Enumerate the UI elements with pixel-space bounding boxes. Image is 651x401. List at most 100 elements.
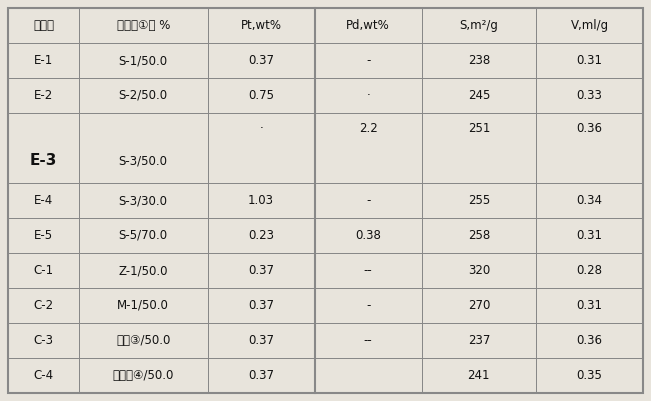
Bar <box>208 358 314 393</box>
Bar <box>8 218 79 253</box>
Text: 241: 241 <box>467 369 490 382</box>
Text: 0.36: 0.36 <box>577 334 602 347</box>
Text: E-5: E-5 <box>34 229 53 242</box>
Text: E-4: E-4 <box>34 194 53 207</box>
Text: 0.35: 0.35 <box>577 369 602 382</box>
Text: C-3: C-3 <box>33 334 53 347</box>
Bar <box>314 78 422 113</box>
Text: 厄化剂: 厄化剂 <box>33 19 54 32</box>
Text: 237: 237 <box>467 334 490 347</box>
Bar <box>8 323 79 358</box>
Bar <box>8 113 79 183</box>
Text: ·: · <box>367 89 370 102</box>
Text: 0.37: 0.37 <box>248 299 274 312</box>
Text: E-3: E-3 <box>30 153 57 168</box>
Bar <box>422 43 536 78</box>
Bar <box>314 183 422 218</box>
Text: 分子筛①， %: 分子筛①， % <box>117 19 170 32</box>
Bar <box>8 43 79 78</box>
Bar <box>314 43 422 78</box>
Bar <box>422 8 536 43</box>
Bar <box>422 358 536 393</box>
Bar <box>208 113 314 183</box>
Bar <box>536 43 643 78</box>
Text: 0.37: 0.37 <box>248 264 274 277</box>
Text: Pd,wt%: Pd,wt% <box>346 19 390 32</box>
Text: 2.2: 2.2 <box>359 122 378 135</box>
Bar <box>422 288 536 323</box>
Text: S-5/70.0: S-5/70.0 <box>118 229 168 242</box>
Text: 0.31: 0.31 <box>577 229 602 242</box>
Text: 混合③/50.0: 混合③/50.0 <box>116 334 171 347</box>
Text: 0.38: 0.38 <box>355 229 381 242</box>
Bar <box>79 8 208 43</box>
Bar <box>79 43 208 78</box>
Text: E-2: E-2 <box>34 89 53 102</box>
Bar <box>8 288 79 323</box>
Text: 共结晋④/50.0: 共结晋④/50.0 <box>113 369 174 382</box>
Bar <box>536 358 643 393</box>
Text: -: - <box>366 54 370 67</box>
Bar <box>79 113 208 183</box>
Bar <box>208 288 314 323</box>
Bar <box>208 78 314 113</box>
Text: Pt,wt%: Pt,wt% <box>241 19 282 32</box>
Bar <box>8 358 79 393</box>
Bar <box>314 288 422 323</box>
Text: 0.28: 0.28 <box>577 264 602 277</box>
Bar <box>79 323 208 358</box>
Bar <box>536 323 643 358</box>
Bar <box>8 78 79 113</box>
Text: 0.75: 0.75 <box>248 89 274 102</box>
Bar <box>536 113 643 183</box>
Text: 0.37: 0.37 <box>248 334 274 347</box>
Bar <box>314 253 422 288</box>
Text: S-3/50.0: S-3/50.0 <box>118 154 168 167</box>
Text: 270: 270 <box>467 299 490 312</box>
Text: 251: 251 <box>467 122 490 135</box>
Text: M-1/50.0: M-1/50.0 <box>117 299 169 312</box>
Bar <box>208 8 314 43</box>
Bar <box>208 183 314 218</box>
Text: -: - <box>366 299 370 312</box>
Text: C-2: C-2 <box>33 299 53 312</box>
Text: ·: · <box>259 122 263 135</box>
Text: 0.31: 0.31 <box>577 299 602 312</box>
Bar <box>422 78 536 113</box>
Bar <box>314 113 422 183</box>
Bar <box>79 253 208 288</box>
Text: 0.34: 0.34 <box>577 194 602 207</box>
Bar <box>208 323 314 358</box>
Bar <box>422 183 536 218</box>
Text: 0.37: 0.37 <box>248 369 274 382</box>
Text: -: - <box>366 194 370 207</box>
Bar <box>314 323 422 358</box>
Text: 255: 255 <box>467 194 490 207</box>
Text: C-1: C-1 <box>33 264 53 277</box>
Text: 0.37: 0.37 <box>248 54 274 67</box>
Bar <box>314 8 422 43</box>
Text: Z-1/50.0: Z-1/50.0 <box>118 264 168 277</box>
Bar <box>536 218 643 253</box>
Bar <box>79 78 208 113</box>
Bar <box>536 78 643 113</box>
Text: S,m²/g: S,m²/g <box>460 19 498 32</box>
Bar <box>422 218 536 253</box>
Bar <box>79 183 208 218</box>
Text: 1.03: 1.03 <box>248 194 274 207</box>
Bar <box>8 8 79 43</box>
Text: 0.33: 0.33 <box>577 89 602 102</box>
Bar <box>79 288 208 323</box>
Bar <box>422 113 536 183</box>
Bar <box>314 358 422 393</box>
Text: 0.31: 0.31 <box>577 54 602 67</box>
Bar <box>8 253 79 288</box>
Text: S-3/30.0: S-3/30.0 <box>118 194 168 207</box>
Bar <box>536 8 643 43</box>
Text: 320: 320 <box>467 264 490 277</box>
Text: E-1: E-1 <box>34 54 53 67</box>
Text: S-1/50.0: S-1/50.0 <box>118 54 168 67</box>
Bar <box>422 323 536 358</box>
Bar <box>79 358 208 393</box>
Text: --: -- <box>364 334 372 347</box>
